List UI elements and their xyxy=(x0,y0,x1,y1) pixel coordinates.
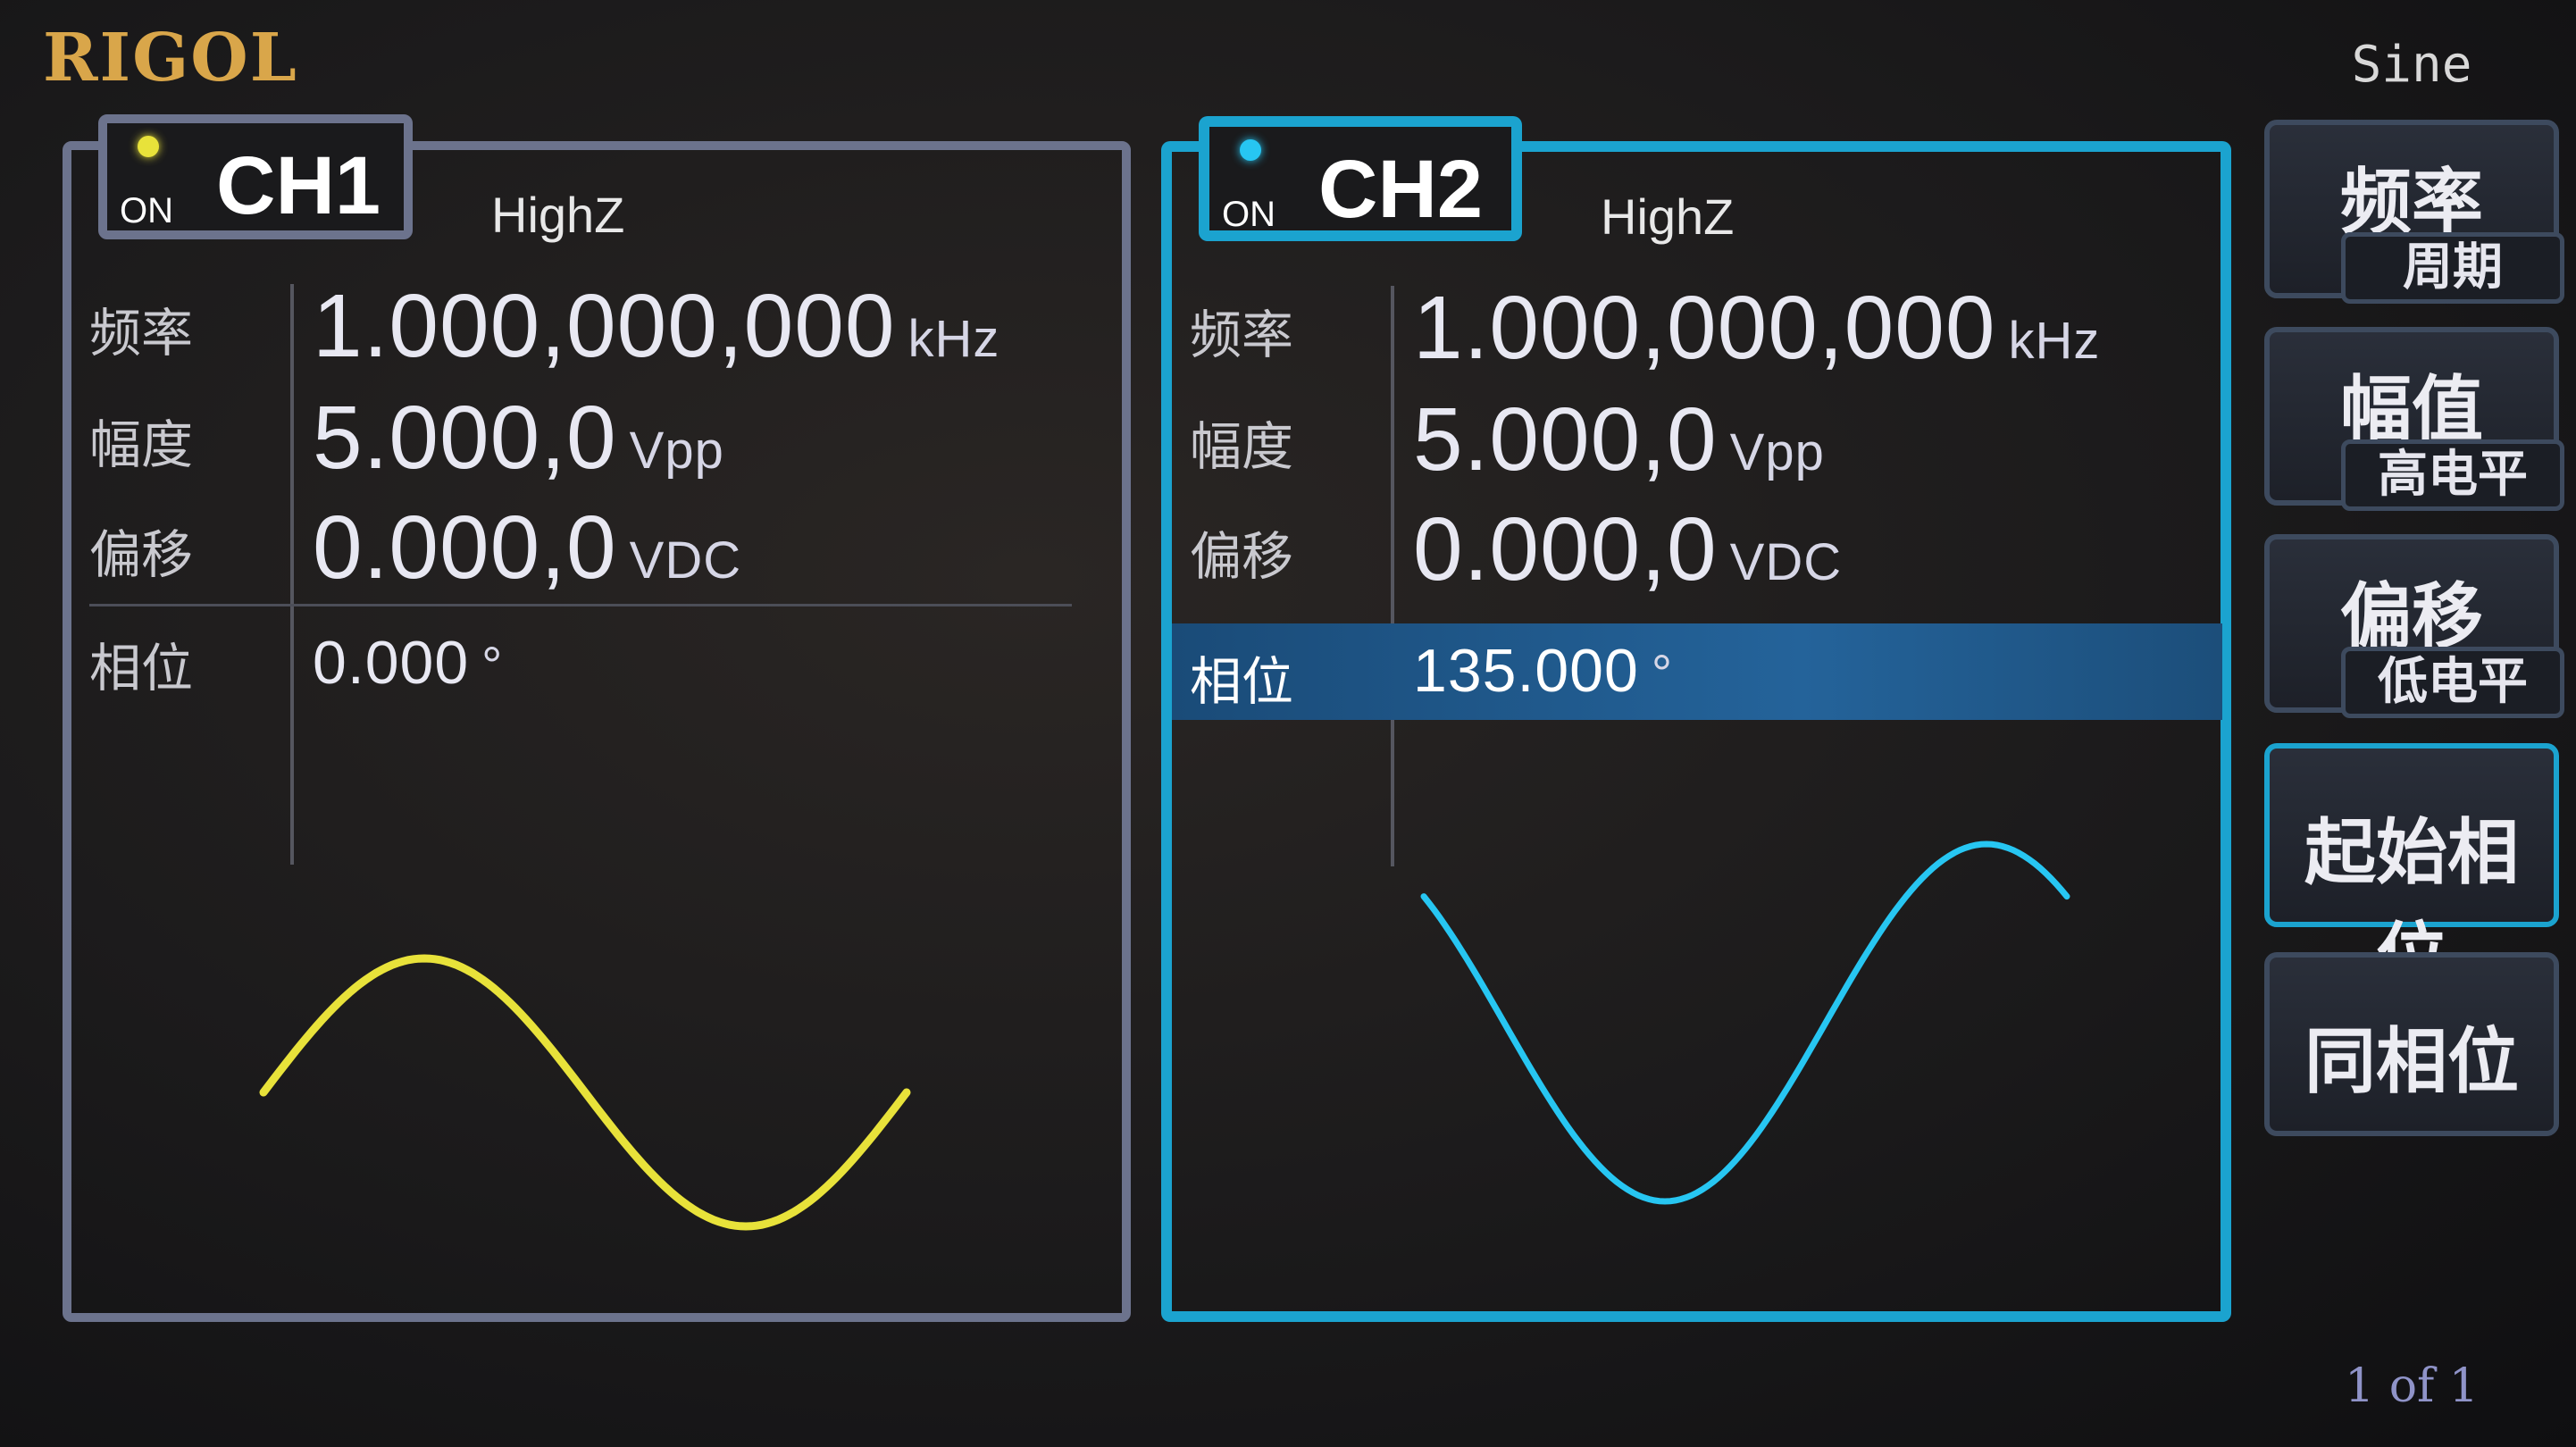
phase-label: 相位 xyxy=(1190,651,1294,712)
channel-1-waveform-preview xyxy=(259,954,911,1231)
channel-1-status-led-icon xyxy=(138,136,159,157)
amplitude-softkey[interactable]: 幅值 高电平 xyxy=(2264,327,2564,511)
page-indicator: 1 of 1 xyxy=(2345,1359,2479,1413)
channel-1-frequency-row[interactable]: 频率 1.000,000,000 kHz xyxy=(71,275,1122,382)
offset-label: 偏移 xyxy=(89,524,194,585)
channel-1-output-status: ON xyxy=(120,191,173,230)
phase-value: 0.000 ° xyxy=(313,629,504,697)
channel-2-divider xyxy=(1391,286,1394,866)
channel-1-panel[interactable]: ON CH1 HighZ 频率 1.000,000,000 kHz 幅度 5.00… xyxy=(63,114,1131,1322)
frequency-value: 1.000,000,000 kHz xyxy=(313,276,1000,376)
channel-1-tab[interactable]: ON CH1 xyxy=(98,114,413,239)
frequency-label: 频率 xyxy=(89,303,194,364)
channel-2-status-led-icon xyxy=(1240,139,1261,161)
amplitude-value: 5.000,0 Vpp xyxy=(313,388,724,488)
channel-2-frequency-row[interactable]: 频率 1.000,000,000 kHz xyxy=(1172,277,2222,384)
amplitude-label: 幅度 xyxy=(89,414,194,475)
high-level-option[interactable]: 高电平 xyxy=(2341,439,2564,511)
offset-value: 0.000,0 VDC xyxy=(1413,499,1843,599)
channel-2-offset-row[interactable]: 偏移 0.000,0 VDC xyxy=(1172,498,2222,606)
channel-1-offset-row[interactable]: 偏移 0.000,0 VDC xyxy=(71,497,1122,604)
offset-softkey[interactable]: 偏移 低电平 xyxy=(2264,534,2564,718)
frequency-value: 1.000,000,000 kHz xyxy=(1413,278,2101,378)
offset-value: 0.000,0 VDC xyxy=(313,498,742,598)
channel-2-amplitude-row[interactable]: 幅度 5.000,0 Vpp xyxy=(1172,389,2222,496)
phase-value: 135.000 ° xyxy=(1413,637,1674,705)
offset-label: 偏移 xyxy=(1190,526,1294,587)
channel-1-load: HighZ xyxy=(491,187,625,243)
channel-2-name: CH2 xyxy=(1318,144,1484,235)
amplitude-label: 幅度 xyxy=(1190,416,1294,477)
channel-2-phase-row[interactable]: 相位 135.000 ° xyxy=(1172,623,2222,720)
frequency-label: 频率 xyxy=(1190,305,1294,365)
align-phase-softkey[interactable]: 同相位 xyxy=(2264,952,2559,1136)
channel-1-name: CH1 xyxy=(216,140,381,231)
brand-logo: RIGOL xyxy=(43,20,298,96)
channel-2-panel[interactable]: ON CH2 HighZ 频率 1.000,000,000 kHz 幅度 5.00… xyxy=(1161,116,2231,1322)
amplitude-value: 5.000,0 Vpp xyxy=(1413,389,1825,489)
channel-1-separator xyxy=(89,604,1072,606)
period-option[interactable]: 周期 xyxy=(2341,232,2564,304)
start-phase-softkey[interactable]: 起始相位 xyxy=(2264,743,2559,998)
frequency-softkey[interactable]: 频率 周期 xyxy=(2264,120,2564,304)
channel-2-load: HighZ xyxy=(1601,188,1735,245)
low-level-option[interactable]: 低电平 xyxy=(2341,647,2564,718)
channel-1-divider xyxy=(290,284,294,865)
channel-1-amplitude-row[interactable]: 幅度 5.000,0 Vpp xyxy=(71,387,1122,494)
channel-1-phase-row[interactable]: 相位 0.000 ° xyxy=(71,610,1122,717)
phase-label: 相位 xyxy=(89,638,194,698)
waveform-mode-label: Sine xyxy=(2351,36,2472,94)
channel-2-waveform-preview xyxy=(1420,841,2070,1205)
channel-2-tab[interactable]: ON CH2 xyxy=(1199,116,1522,241)
channel-2-output-status: ON xyxy=(1222,195,1275,234)
